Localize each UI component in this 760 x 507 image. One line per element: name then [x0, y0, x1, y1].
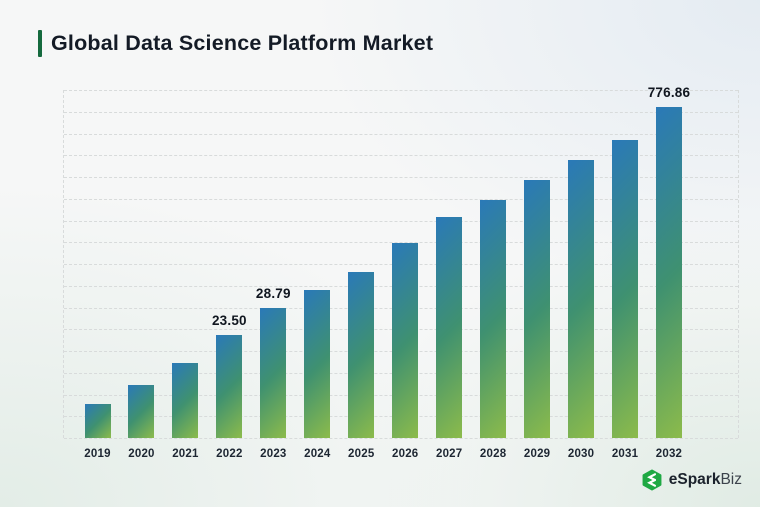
brand-name-bold: eSpark: [668, 471, 721, 488]
brand-logo: eSparkBiz: [641, 469, 742, 491]
x-axis-label-2019: 2019: [84, 448, 111, 460]
page-title: Global Data Science Platform Market: [51, 31, 434, 55]
bar-2027: [436, 216, 463, 438]
bar-2025: [348, 271, 375, 438]
bar-value-label-2032: 776.86: [647, 85, 691, 100]
gridline: [64, 438, 738, 439]
bar-2019: [84, 403, 111, 438]
brand-name-light: Biz: [720, 471, 742, 488]
brand-name: eSparkBiz: [669, 471, 742, 489]
bar-2029: [524, 180, 551, 438]
gridline: [64, 220, 738, 222]
x-axis-label-2021: 2021: [172, 448, 199, 460]
x-axis-label-2025: 2025: [348, 448, 375, 460]
x-axis-label-2027: 2027: [435, 448, 463, 460]
x-axis-label-2029: 2029: [523, 448, 551, 460]
x-axis-label-2031: 2031: [611, 448, 639, 460]
bar-2032: [655, 107, 682, 438]
gridline: [64, 242, 738, 244]
x-axis-label-2032: 2032: [655, 448, 683, 460]
gridline: [64, 90, 738, 91]
bar-2021: [172, 362, 199, 438]
gridline: [64, 177, 738, 178]
bar-2024: [304, 290, 331, 438]
x-axis-label-2024: 2024: [304, 448, 331, 460]
esparkbiz-logo-icon: [641, 469, 663, 491]
gridline: [64, 133, 738, 135]
gridline: [64, 198, 738, 200]
bar-value-label-2022: 23.50: [211, 313, 247, 329]
bar-2023: [260, 307, 287, 438]
bar-2031: [612, 140, 639, 438]
gridline: [64, 155, 738, 157]
bar-2030: [568, 159, 595, 438]
bar-value-label-2023: 28.79: [255, 285, 291, 301]
title-accent-bar: [38, 30, 42, 57]
x-axis-label-2028: 2028: [479, 448, 507, 460]
x-axis-label-2023: 2023: [260, 448, 287, 460]
plot-area: 2019 2020 2021 23.50 2022 28.79 2023 2024 2025 20…: [63, 85, 739, 460]
bar-2020: [128, 385, 155, 438]
bar-2022: [216, 335, 243, 438]
gridline: [64, 111, 738, 113]
x-axis-label-2022: 2022: [216, 448, 243, 460]
x-axis-label-2026: 2026: [392, 448, 419, 460]
x-axis-label-2020: 2020: [128, 448, 155, 460]
chart-header: Global Data Science Platform Market: [38, 30, 433, 57]
x-axis-label-2030: 2030: [567, 448, 595, 460]
bar-2028: [480, 200, 507, 438]
bar-2026: [392, 243, 419, 438]
